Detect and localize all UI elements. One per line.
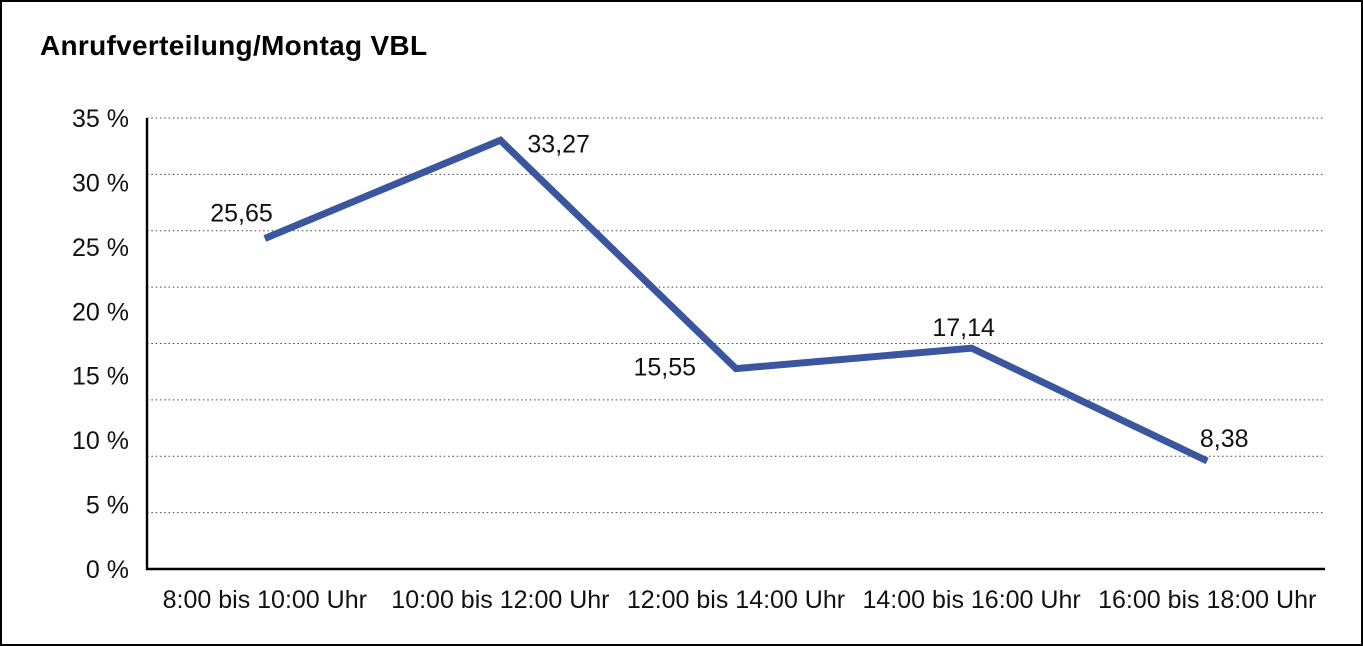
x-axis-category-label: 12:00 bis 14:00 Uhr bbox=[627, 586, 845, 614]
y-axis-tick-label: 35 % bbox=[72, 105, 129, 133]
y-axis-tick-label: 5 % bbox=[86, 492, 129, 520]
data-point-label: 33,27 bbox=[527, 130, 590, 158]
y-axis-tick-label: 0 % bbox=[86, 556, 129, 584]
data-point-label: 17,14 bbox=[932, 314, 995, 342]
y-axis-tick-label: 20 % bbox=[72, 298, 129, 326]
data-point-label: 15,55 bbox=[633, 354, 696, 382]
y-axis-tick-label: 30 % bbox=[72, 169, 129, 197]
y-axis-tick-label: 25 % bbox=[72, 234, 129, 262]
x-axis-category-label: 16:00 bis 18:00 Uhr bbox=[1098, 586, 1316, 614]
data-point-label: 8,38 bbox=[1200, 425, 1249, 453]
y-axis-tick-label: 10 % bbox=[72, 427, 129, 455]
data-series-line bbox=[263, 136, 1209, 465]
y-axis-tick-label: 15 % bbox=[72, 363, 129, 391]
data-point-label: 25,65 bbox=[210, 199, 273, 227]
x-axis-category-label: 10:00 bis 12:00 Uhr bbox=[391, 586, 609, 614]
x-axis-category-label: 8:00 bis 10:00 Uhr bbox=[163, 586, 367, 614]
x-axis-category-label: 14:00 bis 16:00 Uhr bbox=[862, 586, 1080, 614]
chart-title: Anrufverteilung/Montag VBL bbox=[40, 30, 428, 61]
